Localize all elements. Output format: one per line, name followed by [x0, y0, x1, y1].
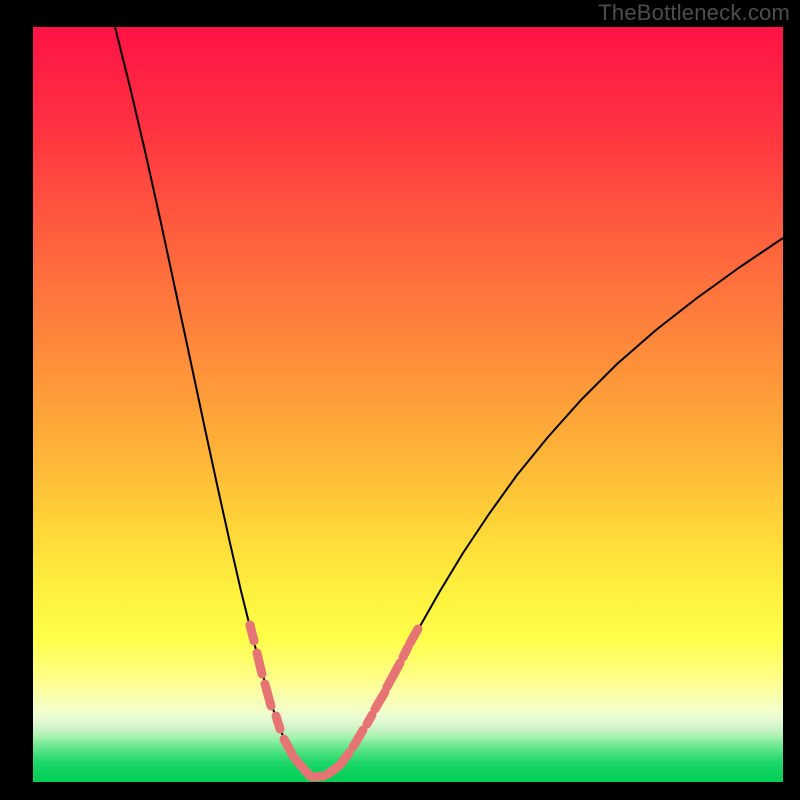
- threshold-dash-markers: [250, 625, 418, 777]
- dash-segment: [265, 684, 271, 706]
- dash-segment: [375, 692, 385, 709]
- bottleneck-curve: [115, 27, 783, 777]
- dash-segment: [257, 653, 262, 674]
- plot-area: [33, 27, 783, 782]
- watermark-text: TheBottleneck.com: [598, 0, 790, 26]
- dash-segment: [403, 647, 408, 657]
- dash-segment: [250, 625, 254, 641]
- dash-segment: [367, 715, 372, 724]
- dash-segment: [387, 663, 400, 687]
- dash-segment: [276, 716, 280, 729]
- dash-segment: [340, 753, 349, 765]
- dash-segment: [284, 739, 293, 756]
- dash-segment: [296, 760, 310, 776]
- chart-root: TheBottleneck.com: [0, 0, 800, 800]
- dash-segment: [410, 629, 418, 643]
- dash-segment: [313, 776, 324, 777]
- bottleneck-curve-svg: [33, 27, 783, 782]
- dash-segment: [353, 730, 363, 747]
